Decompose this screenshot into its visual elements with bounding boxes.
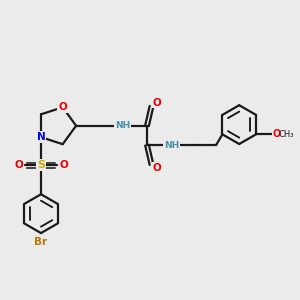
- Text: O: O: [14, 160, 23, 170]
- Text: N: N: [37, 132, 45, 142]
- Text: O: O: [153, 98, 161, 108]
- Text: Br: Br: [34, 237, 47, 248]
- Text: O: O: [59, 160, 68, 170]
- Text: NH: NH: [115, 121, 130, 130]
- Text: O: O: [272, 129, 281, 139]
- Text: O: O: [153, 163, 161, 173]
- Text: CH₃: CH₃: [279, 130, 294, 139]
- Text: O: O: [58, 102, 67, 112]
- Text: S: S: [37, 160, 45, 170]
- Text: NH: NH: [164, 141, 179, 150]
